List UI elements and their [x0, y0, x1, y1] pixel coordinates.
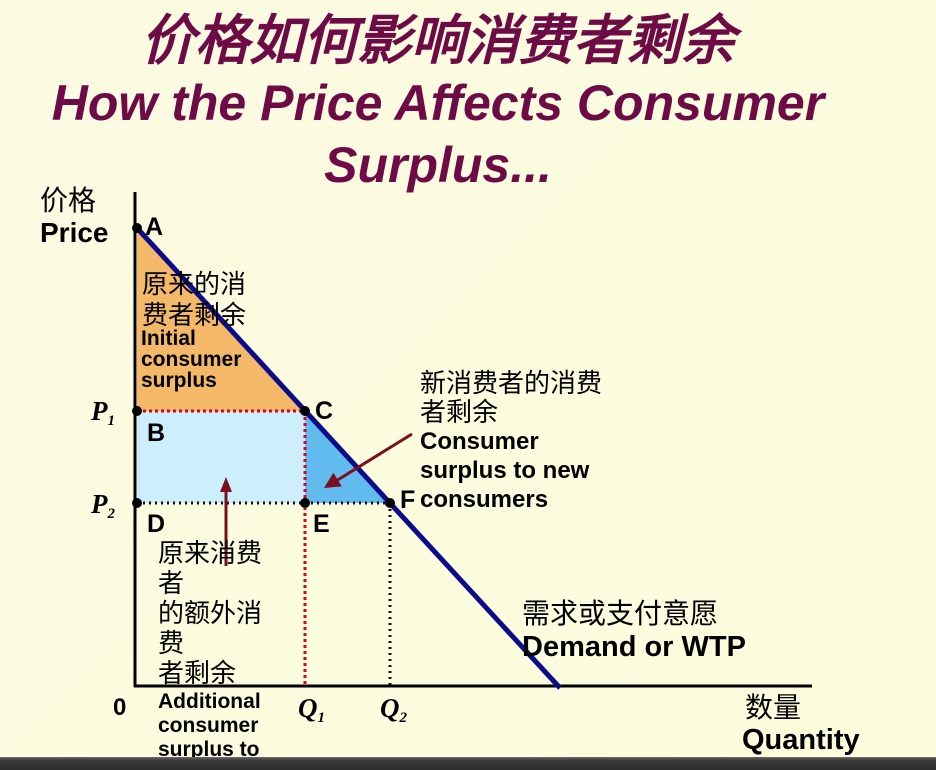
additional-surplus-cn-line: 者	[158, 569, 185, 599]
quantity-q1-subscript: 1	[317, 710, 326, 726]
new-surplus-label-en: Consumer surplus to new consumers	[420, 427, 589, 514]
additional-surplus-en-line: surplus to	[158, 738, 260, 761]
point-d-label: D	[147, 510, 166, 538]
demand-curve	[135, 226, 562, 690]
additional-surplus-cn-line: 费	[158, 629, 185, 659]
point-a-label: A	[145, 213, 164, 241]
additional-surplus-label-cn: 原来消费 者 的额外消 费 者剩余	[158, 539, 262, 689]
point-c-label: C	[315, 397, 334, 425]
demand-label-cn: 需求或支付意愿	[522, 597, 719, 630]
point-c-marker	[300, 406, 310, 416]
initial-surplus-en-line: consumer	[141, 348, 242, 371]
initial-surplus-cn-line: 原来的消	[142, 270, 247, 300]
new-surplus-arrow-shaft	[335, 432, 413, 483]
initial-surplus-cn-line: 费者剩余	[142, 301, 247, 331]
initial-surplus-en-line: surplus	[141, 369, 217, 392]
quantity-q2-letter: Q	[380, 693, 400, 723]
point-f-label: F	[400, 486, 416, 514]
slide-title-chinese: 价格如何影响消费者剩余	[141, 9, 735, 72]
quantity-q2-label: Q2	[380, 695, 407, 727]
quantity-q2-subscript: 2	[399, 710, 408, 726]
new-surplus-label-cn: 新消费者的消费 者剩余	[420, 370, 602, 428]
additional-surplus-cn-line: 原来消费	[158, 539, 263, 569]
new-surplus-cn-line: 新消费者的消费	[420, 369, 603, 399]
point-d-marker	[132, 498, 142, 508]
slide-title-line-1: How the Price Affects Consumer	[51, 75, 825, 131]
y-axis-label: 价格 Price	[40, 185, 109, 249]
additional-surplus-label-en: Additional consumer surplus to	[158, 690, 261, 762]
initial-surplus-en-line: Initial	[141, 327, 196, 350]
point-f-marker	[385, 498, 395, 508]
additional-surplus-cn-line: 的额外消	[158, 599, 263, 629]
additional-surplus-cn-line: 者剩余	[158, 659, 237, 689]
initial-surplus-label-cn: 原来的消 费者剩余	[142, 270, 246, 332]
point-e-label: E	[313, 510, 330, 538]
price-p1-subscript: 1	[107, 413, 116, 429]
additional-surplus-en-line: Additional	[158, 690, 261, 713]
point-e-marker	[300, 498, 310, 508]
origin-label: 0	[113, 694, 127, 721]
price-p2-subscript: 2	[107, 506, 116, 522]
bottom-frame-bar	[0, 757, 936, 770]
price-p1-label: P1	[91, 398, 115, 430]
new-surplus-cn-line: 者剩余	[420, 398, 499, 428]
price-p1-letter: P	[91, 396, 108, 426]
price-p2-label: P2	[91, 491, 115, 523]
new-surplus-en-line: surplus to new	[420, 457, 590, 484]
slide-title-english: How the Price Affects Consumer Surplus..…	[0, 72, 876, 196]
point-b-marker	[132, 406, 142, 416]
y-axis-label-cn: 价格	[40, 184, 97, 217]
demand-label-en: Demand or WTP	[522, 631, 746, 663]
additional-surplus-arrow-head	[220, 477, 232, 492]
additional-surplus-en-line: consumer	[158, 714, 259, 737]
additional-consumer-surplus-area	[137, 411, 305, 503]
x-axis-label-cn: 数量	[745, 691, 802, 724]
y-axis-label-en: Price	[40, 217, 109, 248]
new-surplus-en-line: consumers	[420, 486, 549, 513]
point-b-label: B	[147, 419, 166, 447]
x-axis-label-en: Quantity	[742, 724, 860, 756]
initial-surplus-label-en: Initial consumer surplus	[141, 328, 241, 391]
price-p2-letter: P	[91, 489, 108, 519]
new-surplus-en-line: Consumer	[420, 428, 539, 455]
new-surplus-arrow-head	[324, 472, 342, 488]
point-a-marker	[132, 223, 142, 233]
quantity-q1-label: Q1	[298, 695, 325, 727]
quantity-q1-letter: Q	[298, 693, 318, 723]
slide-title-line-2: Surplus...	[324, 137, 552, 193]
